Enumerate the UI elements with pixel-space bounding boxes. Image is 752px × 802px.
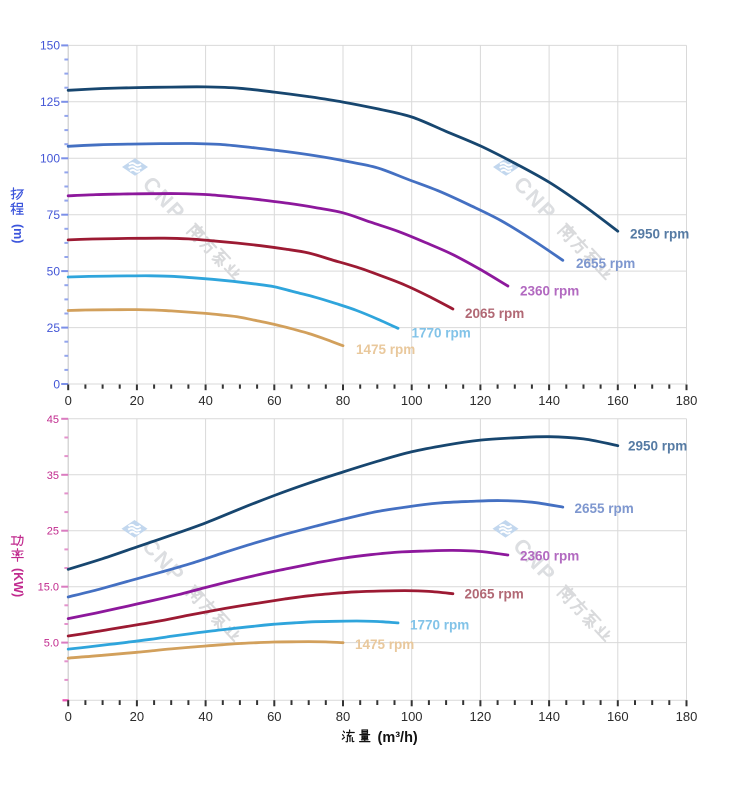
- svg-text:100: 100: [401, 393, 423, 408]
- svg-text:(KW): (KW): [11, 568, 25, 597]
- svg-text:140: 140: [538, 709, 560, 724]
- svg-text:0: 0: [53, 377, 60, 391]
- svg-text:100: 100: [401, 709, 423, 724]
- svg-text:35: 35: [47, 470, 59, 482]
- svg-text:2065 rpm: 2065 rpm: [465, 586, 524, 601]
- svg-text:2655 rpm: 2655 rpm: [575, 501, 634, 516]
- svg-text:1475 rpm: 1475 rpm: [356, 342, 415, 357]
- svg-text:2655 rpm: 2655 rpm: [576, 256, 635, 271]
- svg-text:2065 rpm: 2065 rpm: [465, 306, 524, 321]
- svg-text:1770 rpm: 1770 rpm: [410, 617, 469, 632]
- svg-text:40: 40: [198, 393, 212, 408]
- svg-text:40: 40: [198, 709, 212, 724]
- svg-text:180: 180: [676, 709, 698, 724]
- svg-text:45: 45: [47, 414, 59, 426]
- svg-text:0: 0: [65, 709, 72, 724]
- svg-text:80: 80: [336, 709, 350, 724]
- svg-text:25: 25: [47, 526, 59, 538]
- svg-text:1770 rpm: 1770 rpm: [412, 325, 471, 340]
- svg-text:160: 160: [607, 393, 629, 408]
- svg-text:2360 rpm: 2360 rpm: [520, 283, 579, 298]
- svg-text:(m): (m): [11, 224, 25, 243]
- svg-text:180: 180: [676, 393, 698, 408]
- svg-text:160: 160: [607, 709, 629, 724]
- svg-text:140: 140: [538, 393, 560, 408]
- svg-text:60: 60: [267, 709, 281, 724]
- svg-text:(m³/h): (m³/h): [378, 730, 418, 746]
- svg-text:2950 rpm: 2950 rpm: [630, 226, 689, 241]
- svg-text:2950 rpm: 2950 rpm: [628, 438, 687, 453]
- svg-text:20: 20: [130, 393, 144, 408]
- svg-text:50: 50: [47, 264, 61, 278]
- svg-text:25: 25: [47, 321, 61, 335]
- svg-text:150: 150: [40, 39, 60, 53]
- svg-text:2360 rpm: 2360 rpm: [520, 548, 579, 563]
- svg-text:1475 rpm: 1475 rpm: [355, 637, 414, 652]
- svg-text:120: 120: [470, 393, 492, 408]
- svg-text:15.0: 15.0: [38, 582, 59, 594]
- svg-text:100: 100: [40, 152, 60, 166]
- svg-text:80: 80: [336, 393, 350, 408]
- svg-text:125: 125: [40, 95, 60, 109]
- svg-text:20: 20: [130, 709, 144, 724]
- svg-text:0: 0: [65, 393, 72, 408]
- svg-text:120: 120: [470, 709, 492, 724]
- svg-text:75: 75: [47, 208, 61, 222]
- svg-text:60: 60: [267, 393, 281, 408]
- svg-text:5.0: 5.0: [44, 638, 59, 650]
